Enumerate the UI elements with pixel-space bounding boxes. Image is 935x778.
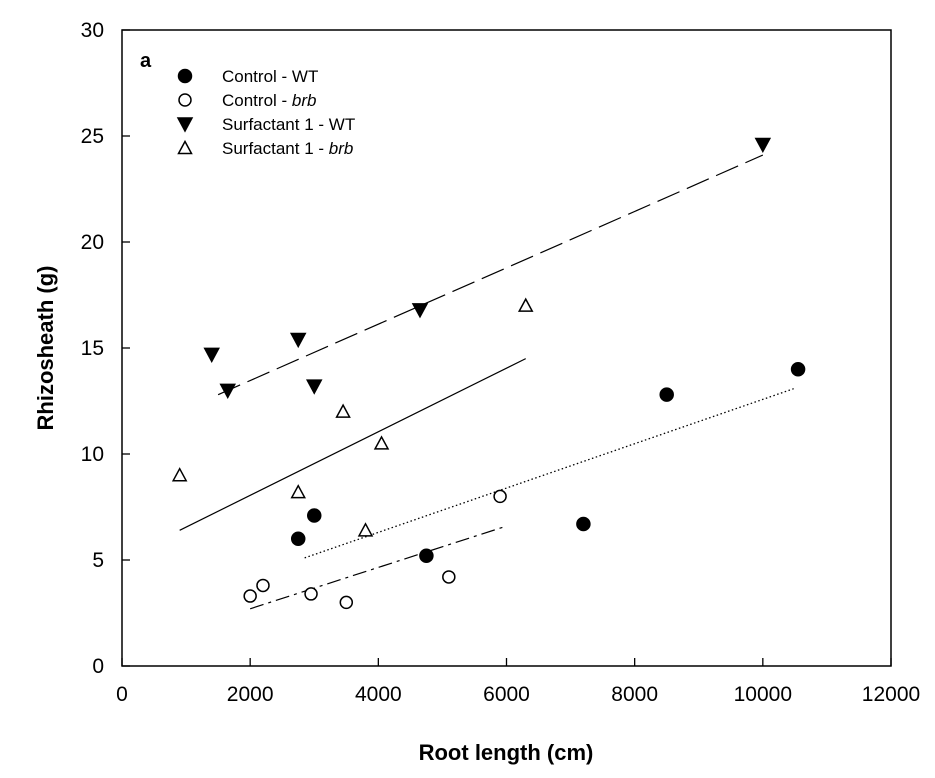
legend-genotype: WT — [292, 67, 318, 86]
panel-label: a — [140, 50, 152, 72]
fit-line-series-3 — [217, 154, 764, 396]
point-series-2 — [442, 570, 456, 584]
y-tick-label: 25 — [81, 125, 104, 148]
legend-label: Surfactant 1 - — [222, 139, 329, 158]
legend-marker-4 — [177, 139, 193, 155]
data-points — [171, 137, 806, 610]
point-series-4 — [171, 467, 188, 482]
legend-label: Control - — [222, 91, 292, 110]
x-tick-label: 6000 — [483, 683, 530, 706]
point-series-2 — [243, 589, 257, 603]
point-series-4 — [335, 403, 351, 418]
legend-entry-4: Surfactant 1 - brb — [222, 139, 353, 158]
x-tick-label: 0 — [116, 683, 128, 706]
y-tick-label: 20 — [81, 231, 104, 254]
legend-label: Control - — [222, 67, 292, 86]
legend-label: Surfactant 1 - — [222, 115, 329, 134]
point-series-1 — [790, 361, 806, 377]
legend-genotype: brb — [292, 91, 317, 110]
point-series-2 — [493, 489, 507, 504]
point-series-4 — [373, 435, 390, 450]
x-tick-label: 4000 — [355, 683, 402, 706]
point-series-4 — [357, 522, 374, 537]
fit-line-series-4 — [179, 358, 526, 531]
point-series-4 — [517, 297, 534, 312]
point-series-2 — [256, 578, 270, 593]
y-axis: 0 5 10 15 20 25 30 — [81, 19, 130, 678]
fit-line-series-1 — [304, 387, 796, 559]
legend-marker-1 — [177, 68, 193, 84]
legend-entry-3: Surfactant 1 - WT — [222, 115, 355, 134]
x-axis-title: Root length (cm) — [419, 740, 594, 765]
point-series-3 — [754, 137, 772, 154]
y-tick-label: 30 — [81, 19, 104, 42]
point-series-3 — [411, 303, 429, 319]
point-series-3 — [203, 347, 220, 363]
point-series-1 — [659, 387, 674, 402]
point-series-1 — [290, 531, 306, 547]
point-series-1 — [419, 548, 434, 564]
point-series-3 — [289, 332, 307, 349]
legend-entry-1: Control - WT — [222, 67, 318, 86]
y-axis-title: Rhizosheath (g) — [33, 266, 58, 431]
legend-marker-3 — [176, 117, 194, 133]
point-series-4 — [290, 484, 306, 499]
x-axis: 0 2000 4000 6000 8000 10000 12000 — [116, 658, 920, 706]
point-series-1 — [576, 516, 591, 532]
point-series-1 — [307, 508, 322, 523]
point-series-2 — [304, 587, 318, 601]
x-tick-label: 12000 — [862, 683, 920, 706]
y-tick-label: 15 — [81, 337, 104, 360]
x-tick-label: 2000 — [227, 683, 274, 706]
fit-line-series-2 — [249, 525, 507, 610]
x-tick-label: 10000 — [734, 683, 792, 706]
legend-genotype: WT — [329, 115, 355, 134]
point-series-3 — [305, 379, 323, 395]
fit-lines — [179, 154, 796, 610]
y-tick-label: 5 — [92, 549, 104, 572]
legend-entry-2: Control - brb — [222, 91, 317, 110]
point-series-3 — [219, 383, 236, 399]
point-series-2 — [339, 595, 354, 610]
legend-marker-2 — [178, 93, 192, 107]
legend-genotype: brb — [329, 139, 354, 158]
y-tick-label: 10 — [81, 443, 104, 466]
y-tick-label: 0 — [92, 655, 104, 678]
x-tick-label: 8000 — [611, 683, 658, 706]
